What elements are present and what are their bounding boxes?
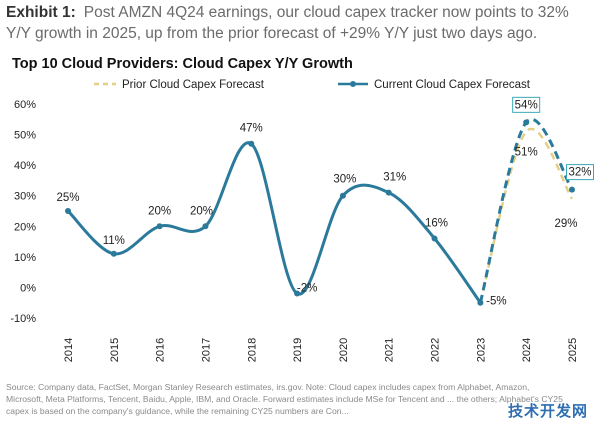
data-point — [294, 290, 301, 297]
data-point — [569, 186, 575, 193]
x-tick-label: 2022 — [430, 338, 442, 362]
highlight-box — [512, 96, 541, 113]
data-label: 30% — [333, 174, 356, 186]
data-point — [248, 140, 255, 147]
data-point — [385, 189, 392, 196]
x-tick-label: 2020 — [338, 338, 350, 362]
data-label-prior: 29% — [554, 218, 577, 230]
y-tick-label: 30% — [14, 191, 36, 203]
highlight-box — [566, 164, 594, 181]
data-point — [523, 119, 530, 126]
data-point — [431, 235, 438, 242]
series-line-current-forecast — [478, 117, 574, 304]
legend-label-prior: Prior Cloud Capex Forecast — [122, 79, 265, 91]
y-tick-label: 20% — [14, 221, 36, 233]
y-tick-label: 60% — [14, 99, 36, 111]
data-point — [477, 299, 484, 306]
data-point — [110, 250, 117, 257]
data-label: 32% — [568, 167, 591, 179]
x-tick-label: 2024 — [521, 338, 533, 362]
data-point — [65, 208, 71, 214]
data-label: 25% — [56, 192, 79, 204]
x-tick-label: 2017 — [200, 338, 212, 362]
source-note: Source: Company data, FactSet, Morgan St… — [6, 382, 563, 416]
data-label: 47% — [240, 123, 263, 135]
x-tick-label: 2015 — [109, 338, 121, 362]
y-tick-label: -10% — [10, 313, 36, 325]
x-tick-label: 2023 — [475, 338, 487, 362]
y-tick-label: 0% — [20, 282, 36, 294]
series-line-current — [66, 141, 482, 304]
x-tick-label: 2021 — [384, 338, 396, 362]
data-label: -2% — [297, 283, 317, 295]
data-label: 31% — [383, 172, 406, 184]
data-point — [156, 223, 163, 230]
y-tick-label: 10% — [14, 252, 36, 264]
x-tick-label: 2019 — [292, 338, 304, 362]
exhibit-label: Exhibit 1: — [6, 4, 76, 21]
data-label-prior: 51% — [515, 147, 538, 159]
data-point — [202, 223, 209, 230]
data-point — [339, 192, 346, 199]
legend-label-current: Current Cloud Capex Forecast — [374, 79, 531, 91]
legend-marker-current — [350, 81, 356, 87]
data-label: 54% — [515, 99, 538, 111]
y-tick-label: 40% — [14, 160, 36, 172]
y-tick-label: 50% — [14, 130, 36, 142]
x-tick-label: 2016 — [155, 338, 167, 362]
x-tick-label: 2018 — [246, 338, 258, 362]
chart-title: Top 10 Cloud Providers: Cloud Capex Y/Y … — [12, 56, 353, 72]
exhibit-text: Post AMZN 4Q24 earnings, our cloud capex… — [6, 4, 569, 42]
exhibit-caption: Exhibit 1: Post AMZN 4Q24 earnings, our c… — [6, 2, 590, 44]
data-label: 20% — [190, 205, 213, 217]
data-label: 11% — [103, 235, 125, 247]
data-label: 20% — [148, 205, 171, 217]
watermark: 技术开发网 — [507, 403, 588, 420]
data-label: -5% — [486, 296, 506, 308]
data-label: 16% — [425, 218, 448, 230]
x-tick-label: 2014 — [63, 338, 75, 362]
x-tick-label: 2025 — [567, 338, 579, 362]
